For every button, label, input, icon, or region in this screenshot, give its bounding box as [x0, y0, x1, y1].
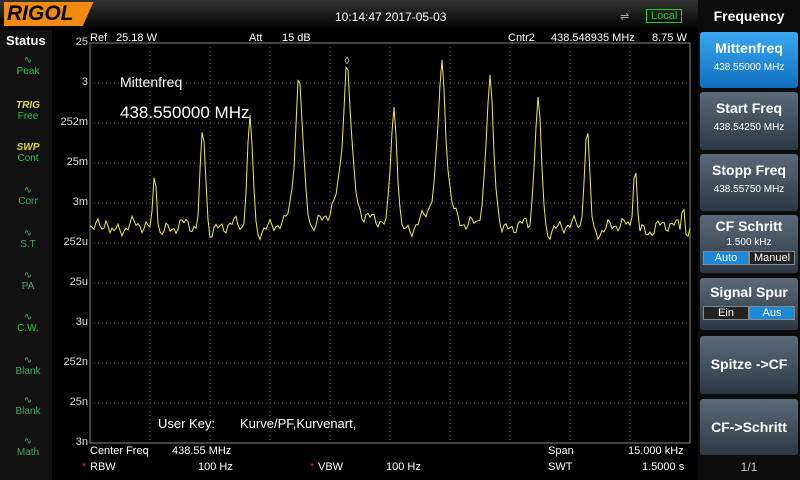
menu-title: Frequency	[713, 8, 785, 24]
status-icon: ∿	[23, 436, 33, 447]
menu-step[interactable]: CF Schritt 1.500 kHz Auto Manuel	[700, 215, 798, 273]
status-icon: ∿	[23, 395, 33, 406]
status-item: SWP Cont	[6, 142, 50, 178]
status-label: C.W.	[17, 323, 39, 334]
y-label: 3m	[72, 196, 88, 208]
status-panel	[0, 30, 52, 480]
status-top: TRIG	[16, 100, 40, 111]
status-title: Status	[6, 33, 46, 48]
value: 438.55750 MHz	[713, 184, 785, 195]
marker-freq: 438.548935 MHz	[551, 32, 635, 44]
rbw: 100 Hz	[198, 461, 233, 473]
usb-icon: ⇌	[620, 11, 630, 23]
label: CF->Schritt	[711, 419, 787, 435]
vbw-flag: *	[310, 461, 315, 473]
on[interactable]: Ein	[703, 306, 749, 320]
vbw-label: VBW	[318, 461, 344, 473]
status-item: ∿ Math	[6, 436, 50, 472]
label: CF Schritt	[715, 218, 783, 234]
rbw-label: RBW	[90, 461, 116, 473]
user-key: User Key:	[158, 416, 216, 431]
status-icon: ∿	[23, 185, 33, 196]
menu-cf-step[interactable]: CF->Schritt	[700, 399, 798, 455]
y-label: 25u	[69, 276, 88, 288]
vbw: 100 Hz	[386, 461, 421, 473]
label: Spitze ->CF	[710, 356, 788, 372]
y-label: 25m	[66, 156, 88, 168]
manual[interactable]: Manuel	[749, 251, 795, 265]
status-label: Math	[16, 447, 40, 458]
status-icon: ∿	[23, 355, 33, 366]
display: ◊	[89, 42, 691, 444]
status-icon: ∿	[23, 228, 33, 239]
off[interactable]: Aus	[749, 306, 795, 320]
menu-spur[interactable]: Signal Spur Ein Aus	[700, 278, 798, 330]
logo: RIGOL	[4, 2, 94, 26]
y-label: 25	[75, 36, 88, 48]
status-item: TRIG Free	[6, 100, 50, 136]
auto[interactable]: Auto	[703, 251, 749, 265]
y-label: 252u	[63, 236, 88, 248]
span-label: Span	[548, 445, 574, 457]
annotation-title: Mittenfreq	[120, 74, 183, 90]
status-item: ∿ Corr	[6, 185, 50, 221]
status-item: ∿ Blank	[6, 355, 50, 391]
mode: Local	[646, 9, 683, 23]
status-item: ∿ PA	[6, 270, 50, 306]
y-label: 252n	[63, 356, 88, 368]
center: 438.55 MHz	[172, 445, 232, 457]
menu-stop[interactable]: Stopp Freq 438.55750 MHz	[700, 154, 798, 211]
swt: 1.5000 s	[642, 461, 685, 473]
menu-peak-cf[interactable]: Spitze ->CF	[700, 336, 798, 394]
swt-label: SWT	[548, 461, 573, 473]
status-label: S.T	[20, 239, 36, 250]
user-key-value: Kurve/PF,Kurvenart,	[240, 416, 357, 431]
page: 1/1	[740, 460, 758, 474]
label: Mittenfreq	[715, 40, 783, 56]
status-top: SWP	[16, 142, 40, 153]
top-bar	[0, 0, 698, 30]
status-label: Cont	[17, 153, 39, 164]
status-label: Free	[17, 111, 39, 122]
value: 438.54250 MHz	[713, 122, 785, 133]
menu-center[interactable]: Mittenfreq 438.55000 MHz	[700, 32, 798, 88]
menu-start[interactable]: Start Freq 438.54250 MHz	[700, 92, 798, 150]
status-label: PA	[21, 281, 35, 292]
status-label: Blank	[15, 406, 41, 417]
status-item: ∿ Peak	[6, 55, 50, 91]
y-label: 3u	[75, 316, 88, 328]
ref: 25.18 W	[116, 32, 157, 44]
label: Signal Spur	[710, 284, 788, 300]
datetime: 10:14:47 2017-05-03	[335, 10, 447, 24]
trace	[89, 59, 691, 241]
ref-label: Ref	[90, 32, 108, 44]
marker: Cntr2	[508, 32, 535, 44]
status-item: ∿ Blank	[6, 395, 50, 431]
status-label: Corr	[18, 196, 38, 207]
value: 438.55000 MHz	[713, 62, 785, 73]
att-label: Att	[249, 32, 263, 44]
y-label: 3	[81, 76, 88, 88]
status-label: Peak	[16, 66, 40, 77]
y-label: 252m	[60, 116, 88, 128]
status-item: ∿ C.W.	[6, 312, 50, 348]
status-icon: ∿	[23, 312, 33, 323]
label: Start Freq	[715, 100, 783, 116]
rbw-flag: *	[82, 461, 87, 473]
y-label: 25n	[69, 396, 88, 408]
status-icon: ∿	[23, 270, 33, 281]
label: Stopp Freq	[712, 162, 786, 178]
status-label: Blank	[15, 366, 41, 377]
marker-symbol: ◊	[345, 56, 350, 67]
marker-power: 8.75 W	[652, 32, 687, 44]
value: 1.500 kHz	[726, 237, 772, 248]
status-item: ∿ S.T	[6, 228, 50, 264]
att: 15 dB	[282, 32, 311, 44]
y-label: 3n	[75, 436, 88, 448]
annotation-value: 438.550000 MHz	[120, 103, 250, 122]
span: 15.000 kHz	[628, 445, 684, 457]
status-icon: ∿	[23, 55, 33, 66]
center-label: Center Freq	[90, 445, 149, 457]
